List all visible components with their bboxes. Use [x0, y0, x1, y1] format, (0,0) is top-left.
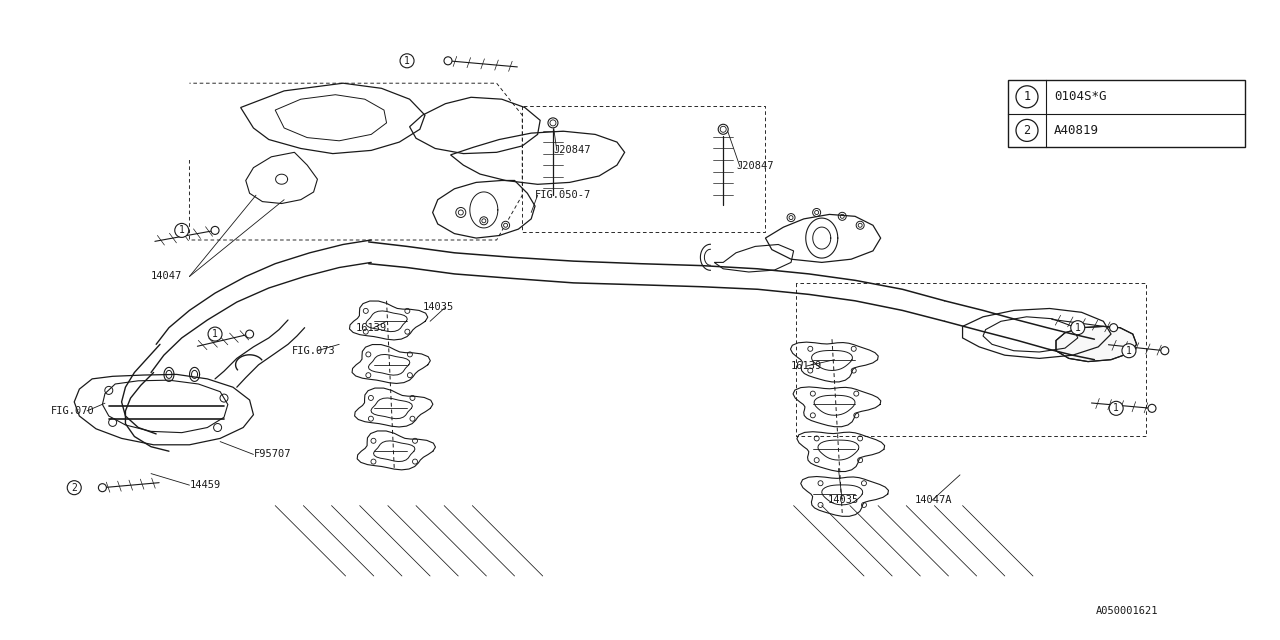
- Circle shape: [68, 481, 81, 495]
- Text: FIG.073: FIG.073: [292, 346, 335, 356]
- Text: J20847: J20847: [553, 145, 590, 156]
- Text: 1: 1: [1024, 90, 1030, 103]
- Text: F95707: F95707: [253, 449, 291, 460]
- Text: 1: 1: [179, 225, 184, 236]
- Text: FIG.050-7: FIG.050-7: [535, 190, 591, 200]
- Circle shape: [548, 118, 558, 128]
- Text: A050001621: A050001621: [1096, 605, 1158, 616]
- Text: 2: 2: [1024, 124, 1030, 137]
- Circle shape: [99, 484, 106, 492]
- Circle shape: [444, 57, 452, 65]
- Circle shape: [1071, 321, 1084, 335]
- Text: 2: 2: [72, 483, 77, 493]
- Text: 1: 1: [1075, 323, 1080, 333]
- Text: 14035: 14035: [422, 302, 453, 312]
- Text: 14035: 14035: [828, 495, 859, 506]
- Text: 16139: 16139: [356, 323, 387, 333]
- Circle shape: [209, 327, 221, 341]
- Circle shape: [1110, 324, 1117, 332]
- Circle shape: [1016, 120, 1038, 141]
- Text: 0104S*G: 0104S*G: [1053, 90, 1106, 103]
- Text: 16139: 16139: [791, 361, 822, 371]
- Bar: [1009, 80, 1244, 147]
- Circle shape: [1123, 344, 1135, 358]
- Text: 14047A: 14047A: [915, 495, 952, 506]
- Circle shape: [480, 217, 488, 225]
- Circle shape: [1016, 86, 1038, 108]
- Circle shape: [246, 330, 253, 338]
- Circle shape: [211, 227, 219, 234]
- Text: 14047: 14047: [151, 271, 182, 282]
- Text: 1: 1: [404, 56, 410, 66]
- Polygon shape: [1056, 326, 1137, 362]
- Circle shape: [175, 223, 188, 237]
- Text: 1: 1: [1126, 346, 1132, 356]
- Text: A40819: A40819: [1053, 124, 1100, 137]
- Circle shape: [502, 221, 509, 229]
- Circle shape: [401, 54, 413, 68]
- Circle shape: [1110, 401, 1123, 415]
- Circle shape: [718, 124, 728, 134]
- Text: FIG.070: FIG.070: [51, 406, 95, 416]
- Circle shape: [1161, 347, 1169, 355]
- Text: 1: 1: [212, 329, 218, 339]
- Circle shape: [1148, 404, 1156, 412]
- Text: 1: 1: [1114, 403, 1119, 413]
- Text: 14459: 14459: [189, 480, 220, 490]
- Circle shape: [456, 207, 466, 218]
- Text: J20847: J20847: [736, 161, 773, 172]
